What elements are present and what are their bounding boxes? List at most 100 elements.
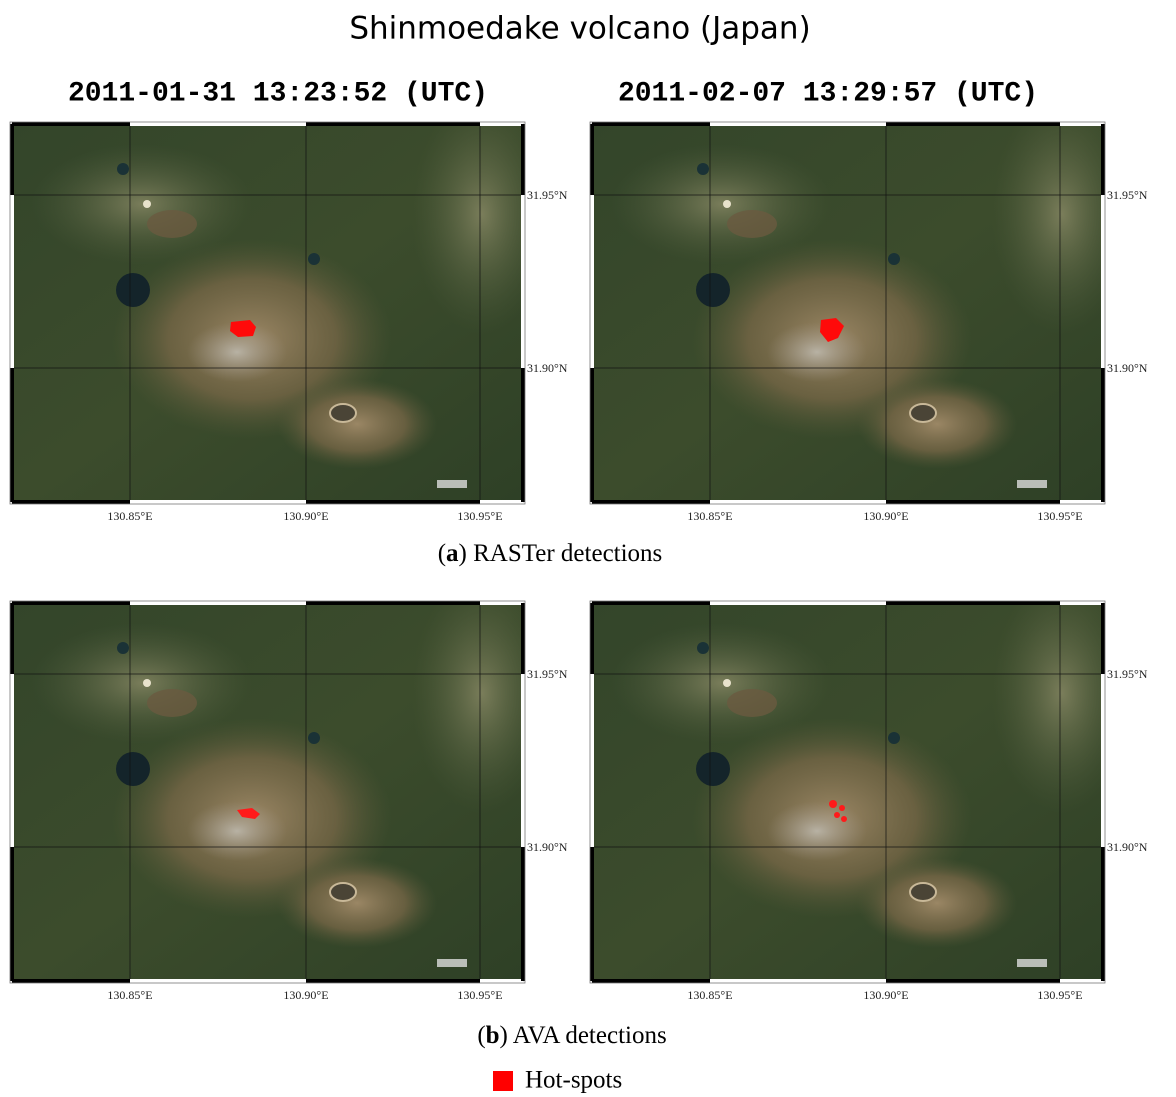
frame-segment: [521, 847, 525, 981]
terrain: [147, 689, 197, 717]
frame-segment: [590, 368, 594, 502]
terrain: [32, 144, 252, 264]
satellite-image: [592, 603, 1103, 981]
frame-segment: [130, 601, 306, 605]
crater: [909, 882, 937, 902]
frame-segment: [521, 368, 525, 502]
lon-label: 130.95°E: [457, 509, 502, 523]
frame-segment: [306, 601, 480, 605]
crater-lake: [697, 642, 709, 654]
hotspot: [834, 812, 840, 818]
frame-segment: [1101, 195, 1105, 368]
lat-label: 31.95°N: [1107, 188, 1148, 202]
terrain: [147, 210, 197, 238]
crater: [909, 403, 937, 423]
satellite-image: [592, 124, 1103, 502]
frame-segment: [1101, 368, 1105, 502]
caption-part: (: [477, 1022, 485, 1049]
frame-segment: [10, 368, 14, 502]
crater-lake: [696, 752, 730, 786]
crater-lake: [117, 642, 129, 654]
hotspot: [820, 318, 844, 342]
terrain: [277, 858, 437, 948]
panel-date: 2011-01-31 13:23:52 (UTC): [68, 78, 488, 109]
frame-segment: [521, 603, 525, 674]
frame-segment: [1101, 674, 1105, 847]
satellite-image: [12, 124, 523, 502]
terrain: [857, 858, 1017, 948]
lon-label: 130.90°E: [283, 988, 328, 1002]
frame-segment: [12, 979, 130, 983]
frame-segment: [10, 124, 14, 195]
crater: [723, 679, 731, 687]
frame-segment: [12, 601, 130, 605]
lon-label: 130.85°E: [687, 509, 732, 523]
terrain: [727, 689, 777, 717]
frame-segment: [710, 122, 886, 126]
terrain: [412, 124, 523, 334]
crater-lake: [697, 163, 709, 175]
crater-lake: [117, 163, 129, 175]
frame-segment: [521, 195, 525, 368]
terrain: [857, 379, 1017, 469]
frame-segment: [590, 124, 594, 195]
frame-segment: [521, 124, 525, 195]
frame-segment: [886, 500, 1060, 504]
caption-part: ) AVA detections: [500, 1022, 667, 1049]
map-panel: 31.95°N 31.90°N 130.85°E 130.90°E 130.95°E: [589, 121, 1148, 523]
terrain: [727, 210, 777, 238]
lat-label: 31.95°N: [1107, 667, 1148, 681]
lon-label: 130.85°E: [687, 988, 732, 1002]
frame-segment: [592, 601, 710, 605]
frame-segment: [710, 601, 886, 605]
lon-label: 130.90°E: [283, 509, 328, 523]
hotspot: [237, 808, 260, 819]
frame-segment: [1060, 601, 1103, 605]
frame-segment: [590, 847, 594, 981]
scale-bar: [1017, 959, 1047, 967]
crater-lake: [116, 273, 150, 307]
lat-label: 31.95°N: [527, 188, 568, 202]
map-frame: [9, 121, 526, 505]
map-panel: 31.95°N 31.90°N 130.85°E 130.90°E 130.95°E: [589, 600, 1148, 1002]
frame-segment: [1060, 500, 1103, 504]
crater: [723, 200, 731, 208]
frame-segment: [130, 122, 306, 126]
frame-segment: [592, 500, 710, 504]
frame-segment: [1060, 979, 1103, 983]
frame-segment: [590, 674, 594, 847]
terrain: [992, 124, 1103, 334]
map-frame: [9, 600, 526, 984]
crater: [329, 403, 357, 423]
frame-segment: [886, 979, 1060, 983]
scale-bar: [437, 959, 467, 967]
frame-segment: [592, 122, 710, 126]
frame-segment: [480, 979, 523, 983]
hotspot: [839, 805, 845, 811]
scale-bar: [1017, 480, 1047, 488]
caption-letter: b: [486, 1022, 500, 1049]
row-caption: (a) RASTer detections: [438, 540, 663, 567]
lon-label: 130.95°E: [1037, 988, 1082, 1002]
terrain: [767, 322, 867, 382]
hotspot: [841, 816, 847, 822]
frame-segment: [130, 500, 306, 504]
frame-segment: [1101, 603, 1105, 674]
figure-title: Shinmoedake volcano (Japan): [349, 11, 810, 47]
terrain: [412, 603, 523, 813]
crater-lake: [888, 253, 900, 265]
lon-label: 130.95°E: [457, 988, 502, 1002]
frame-segment: [521, 674, 525, 847]
crater: [143, 200, 151, 208]
terrain: [992, 603, 1103, 813]
crater: [143, 679, 151, 687]
frame-segment: [480, 122, 523, 126]
row-caption: (b) AVA detections: [477, 1022, 666, 1049]
frame-segment: [480, 500, 523, 504]
crater-lake: [696, 273, 730, 307]
caption-letter: a: [446, 540, 459, 567]
lon-label: 130.90°E: [863, 988, 908, 1002]
frame-segment: [592, 979, 710, 983]
caption-part: (: [438, 540, 446, 567]
lat-label: 31.90°N: [1107, 840, 1148, 854]
